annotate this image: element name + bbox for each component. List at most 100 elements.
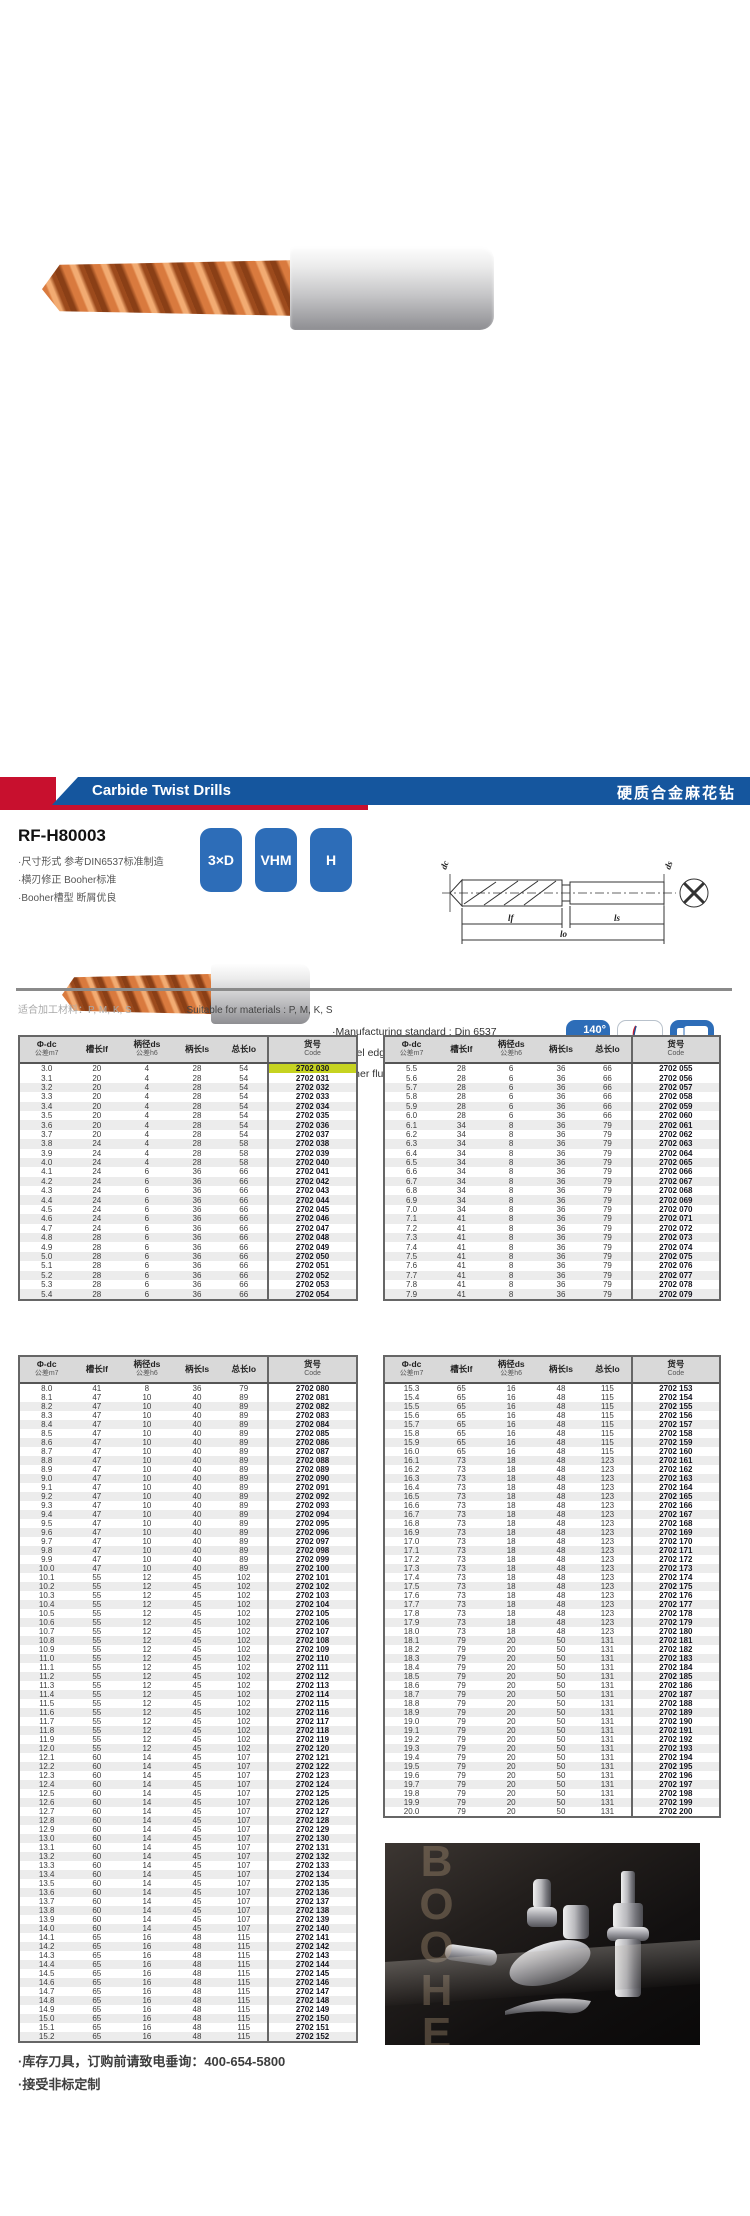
spec-value: 12.0 <box>38 1744 55 1753</box>
spec-value: 55 <box>92 1744 102 1753</box>
spec-value: 102 <box>237 1591 251 1600</box>
spec-value: 10 <box>142 1474 152 1483</box>
order-code: 2702 086 <box>267 1438 356 1447</box>
spec-value: 89 <box>239 1492 249 1501</box>
spec-value: 107 <box>237 1789 251 1798</box>
spec-value: 48 <box>556 1573 566 1582</box>
spec-value: 66 <box>602 1064 612 1074</box>
spec-value: 66 <box>602 1101 612 1111</box>
spec-value: 4.8 <box>41 1233 53 1243</box>
spec-row: 15.9 65 16 48 115 2702 159 <box>385 1438 719 1447</box>
order-code: 2702 105 <box>267 1609 356 1618</box>
spec-value: 107 <box>237 1879 251 1888</box>
spec-value: 12 <box>142 1681 152 1690</box>
spec-value: 4.5 <box>41 1205 53 1215</box>
spec-value: 66 <box>239 1205 249 1215</box>
spec-value: 60 <box>92 1780 102 1789</box>
spec-row: 14.3 65 16 48 115 2702 143 <box>20 1951 356 1960</box>
spec-value: 9.0 <box>41 1474 53 1483</box>
spec-value: 45 <box>192 1663 202 1672</box>
spec-row: 15.8 65 16 48 115 2702 158 <box>385 1429 719 1438</box>
spec-value: 10 <box>142 1420 152 1429</box>
spec-row: 14.9 65 16 48 115 2702 149 <box>20 2005 356 2014</box>
spec-value: 115 <box>601 1420 614 1429</box>
spec-value: 9.8 <box>41 1546 53 1555</box>
spec-value: 17.8 <box>403 1609 420 1618</box>
spec-value: 79 <box>602 1261 612 1271</box>
spec-value: 9.6 <box>41 1528 53 1537</box>
badge-h: H <box>310 828 352 892</box>
spec-value: 8 <box>508 1233 514 1243</box>
spec-row: 16.3 73 18 48 123 2702 163 <box>385 1474 719 1483</box>
spec-row: 5.3 28 6 36 66 2702 053 <box>20 1279 356 1290</box>
order-code: 2702 152 <box>267 2032 356 2041</box>
spec-value: 58 <box>239 1158 249 1168</box>
spec-value: 123 <box>600 1582 615 1591</box>
spec-value: 123 <box>600 1519 615 1528</box>
spec-value: 10 <box>142 1483 152 1492</box>
spec-value: 10 <box>142 1537 152 1546</box>
spec-value: 19.6 <box>403 1771 420 1780</box>
spec-row: 7.4 41 8 36 79 2702 074 <box>385 1242 719 1252</box>
spec-value: 131 <box>600 1654 615 1663</box>
spec-value: 6 <box>508 1064 514 1074</box>
spec-value: 73 <box>456 1519 466 1528</box>
spec-value: 73 <box>456 1528 466 1537</box>
spec-value: 20 <box>92 1092 102 1102</box>
spec-value: 20 <box>92 1120 102 1130</box>
spec-value: 102 <box>237 1636 251 1645</box>
spec-value: 40 <box>192 1555 202 1564</box>
spec-row: 11.2 55 12 45 102 2702 112 <box>20 1672 356 1681</box>
spec-value: 4 <box>144 1129 150 1139</box>
spec-row: 19.3 79 20 50 131 2702 193 <box>385 1744 719 1753</box>
spec-row: 19.4 79 20 50 131 2702 194 <box>385 1753 719 1762</box>
spec-value: 16 <box>142 2014 152 2023</box>
order-code: 2702 121 <box>267 1753 356 1762</box>
spec-value: 16.8 <box>403 1519 420 1528</box>
order-code: 2702 166 <box>630 1501 719 1510</box>
spec-value: 14 <box>142 1915 152 1924</box>
spec-value: 36 <box>192 1252 202 1261</box>
spec-value: 131 <box>600 1807 615 1816</box>
spec-value: 107 <box>237 1771 251 1780</box>
order-code: 2702 118 <box>267 1726 356 1735</box>
toolholder-photo: BOOHER <box>385 1843 700 2045</box>
spec-value: 123 <box>600 1456 615 1465</box>
order-code: 2702 165 <box>630 1492 719 1501</box>
order-code: 2702 057 <box>630 1082 719 1093</box>
spec-value: 10.5 <box>38 1609 55 1618</box>
spec-row: 4.6 24 6 36 66 2702 046 <box>20 1214 356 1224</box>
spec-value: 115 <box>237 1960 251 1969</box>
spec-value: 45 <box>192 1717 202 1726</box>
spec-row: 12.3 60 14 45 107 2702 123 <box>20 1771 356 1780</box>
order-code: 2702 070 <box>630 1204 719 1215</box>
spec-value: 48 <box>556 1564 566 1573</box>
spec-row: 3.3 20 4 28 54 2702 033 <box>20 1092 356 1102</box>
order-code: 2702 188 <box>630 1699 719 1708</box>
order-code: 2702 113 <box>267 1681 356 1690</box>
spec-value: 40 <box>192 1519 202 1528</box>
spec-value: 28 <box>192 1092 202 1102</box>
col-lf: 槽长lf <box>73 1037 121 1064</box>
spec-value: 55 <box>92 1690 102 1699</box>
spec-table-5.5-7.9: Φ-dc 公差m7 槽长lf 柄径ds 公差h6 柄长ls 总长lo 货号 Code 5.5 28 6… <box>383 1035 721 1301</box>
spec-value: 14 <box>142 1816 152 1825</box>
spec-row: 18.6 79 20 50 131 2702 186 <box>385 1681 719 1690</box>
product-photo-small <box>62 964 310 1024</box>
spec-row: 7.1 41 8 36 79 2702 071 <box>385 1214 719 1224</box>
spec-value: 48 <box>192 1969 202 1978</box>
spec-value: 15.3 <box>403 1384 420 1393</box>
spec-value: 115 <box>237 2014 251 2023</box>
order-code: 2702 075 <box>630 1251 719 1262</box>
spec-value: 45 <box>192 1582 202 1591</box>
spec-value: 115 <box>601 1393 614 1402</box>
title-bar: Carbide Twist Drills 硬质合金麻花钻 <box>52 777 750 805</box>
badge-vhm: VHM <box>255 828 297 892</box>
spec-value: 45 <box>192 1834 202 1843</box>
spec-value: 7.2 <box>406 1223 418 1233</box>
order-code: 2702 067 <box>630 1176 719 1187</box>
spec-value: 36 <box>192 1280 202 1290</box>
spec-value: 13.6 <box>38 1888 55 1897</box>
spec-value: 12.1 <box>38 1753 55 1762</box>
spec-value: 34 <box>456 1120 466 1130</box>
